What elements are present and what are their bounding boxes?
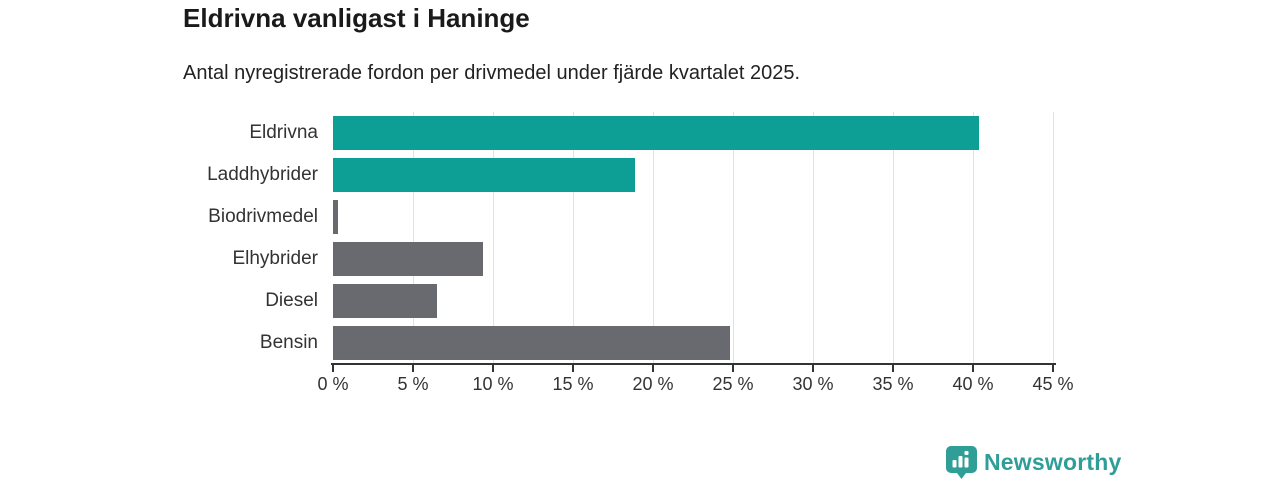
- tick-mark-15: [572, 363, 574, 372]
- category-label-laddhybrider: Laddhybrider: [207, 164, 318, 185]
- x-axis-line: [331, 363, 1056, 365]
- gridline-25: [733, 112, 734, 364]
- bar-bensin: [333, 326, 730, 360]
- newsworthy-wordmark: Newsworthy: [984, 449, 1122, 475]
- tick-mark-35: [892, 363, 894, 372]
- tick-label-40: 40 %: [952, 374, 994, 394]
- gridline-20: [653, 112, 654, 364]
- tick-mark-5: [412, 363, 414, 372]
- category-label-bensin: Bensin: [259, 332, 318, 353]
- tick-label-15: 15 %: [552, 374, 594, 394]
- gridline-30: [813, 112, 814, 364]
- bar-biodrivmedel: [333, 200, 338, 234]
- category-label-diesel: Diesel: [265, 290, 318, 311]
- bar-eldrivna: [333, 116, 979, 150]
- tick-mark-30: [812, 363, 814, 372]
- tick-mark-40: [972, 363, 974, 372]
- gridline-10: [493, 112, 494, 364]
- tick-mark-20: [652, 363, 654, 372]
- tick-mark-0: [332, 363, 334, 372]
- bar-laddhybrider: [333, 158, 635, 192]
- gridline-15: [573, 112, 574, 364]
- newsworthy-logo: Newsworthy: [946, 446, 1121, 479]
- category-label-eldrivna: Eldrivna: [249, 122, 318, 143]
- tick-label-5: 5 %: [397, 374, 429, 394]
- gridline-45: [1053, 112, 1054, 364]
- category-axis-labels: Eldrivna Laddhybrider Biodrivmedel Elhybrid…: [0, 112, 318, 364]
- tick-label-20: 20 %: [632, 374, 674, 394]
- chart-title: Eldrivna vanligast i Haninge: [183, 3, 530, 33]
- bar-elhybrider: [333, 242, 483, 276]
- plot-area: [333, 112, 1054, 364]
- tick-mark-45: [1052, 363, 1054, 372]
- gridline-40: [973, 112, 974, 364]
- gridline-5: [413, 112, 414, 364]
- category-label-elhybrider: Elhybrider: [232, 248, 318, 269]
- chart-subtitle: Antal nyregistrerade fordon per drivmede…: [183, 62, 801, 84]
- newsworthy-bar-chart-bubble-icon: [946, 446, 977, 479]
- tick-label-35: 35 %: [872, 374, 914, 394]
- category-label-biodrivmedel: Biodrivmedel: [208, 206, 318, 227]
- tick-mark-10: [492, 363, 494, 372]
- tick-label-0: 0 %: [317, 374, 349, 394]
- tick-label-25: 25 %: [712, 374, 754, 394]
- bar-diesel: [333, 284, 437, 318]
- tick-mark-25: [732, 363, 734, 372]
- tick-label-45: 45 %: [1032, 374, 1074, 394]
- tick-label-30: 30 %: [792, 374, 834, 394]
- tick-label-10: 10 %: [472, 374, 514, 394]
- gridline-35: [893, 112, 894, 364]
